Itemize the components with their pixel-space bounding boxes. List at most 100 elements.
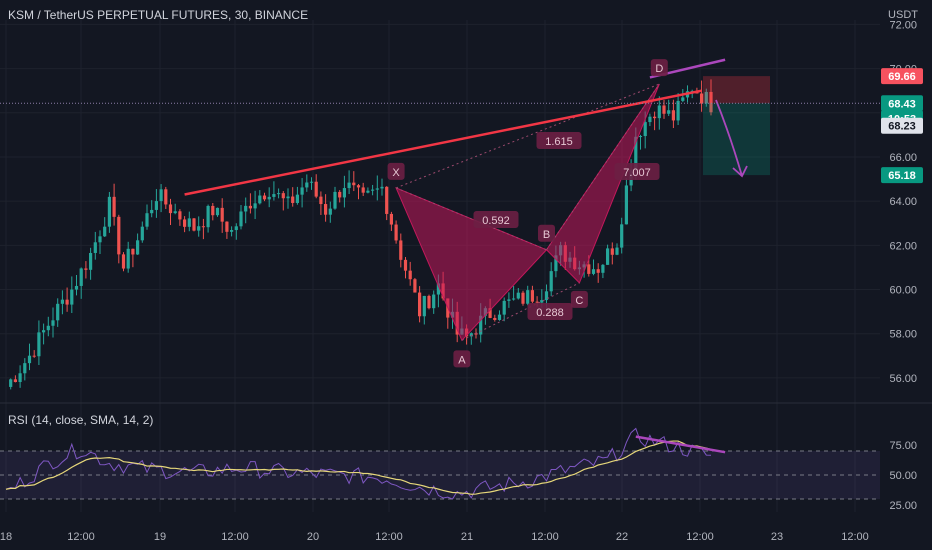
candle-body — [512, 298, 516, 300]
candle-body — [65, 299, 69, 305]
candle-body — [324, 204, 328, 215]
candle-body — [42, 330, 46, 333]
pattern-ratio-line — [461, 282, 580, 341]
x-tick-label: 20 — [307, 531, 319, 543]
ratio-label-bcd: 7.007 — [623, 167, 651, 179]
candle-body — [215, 207, 220, 216]
candle-body — [168, 204, 173, 214]
candle-body — [413, 279, 417, 293]
candle-body — [653, 116, 657, 119]
candle-body — [408, 270, 412, 280]
point-label-a: A — [458, 354, 466, 366]
y-tick-label: 72.00 — [889, 19, 917, 31]
point-label-x: X — [392, 167, 400, 179]
point-label-b-bg — [538, 224, 555, 242]
candle-body — [277, 193, 281, 195]
ratio-label-xab: 0.592 — [482, 215, 510, 227]
x-tick-label: 12:00 — [686, 531, 714, 543]
rsi-tick-label: 75.00 — [889, 440, 917, 452]
candle-body — [51, 320, 55, 326]
point-label-x-bg — [387, 162, 405, 180]
candle-body — [601, 264, 605, 273]
candle-body — [521, 292, 525, 304]
candle-body — [535, 301, 539, 303]
ratio-label-xab-bg — [473, 211, 519, 228]
candle-body — [309, 181, 314, 183]
x-tick-label: 12:00 — [375, 531, 403, 543]
candle-body — [488, 308, 492, 318]
candle-body — [258, 195, 262, 204]
candle-body — [681, 97, 685, 101]
pattern-ratio-line — [395, 83, 660, 189]
y-tick-label: 58.00 — [889, 329, 917, 341]
candle-body — [530, 290, 534, 302]
candle-body — [497, 314, 502, 320]
price-badge-top-bg — [881, 68, 923, 85]
candle-body — [70, 289, 74, 305]
rsi-title: RSI (14, close, SMA, 14, 2) — [8, 413, 154, 427]
candle-body — [389, 213, 393, 225]
candle-body — [140, 226, 144, 241]
x-tick-label: 12:00 — [841, 531, 869, 543]
candle-body — [540, 300, 544, 303]
candle-body — [272, 194, 276, 197]
point-label-d-bg — [650, 59, 668, 77]
rsi-line — [5, 427, 712, 500]
price-badge-last-bg — [881, 95, 923, 112]
x-tick-label: 22 — [616, 531, 628, 543]
candle-body — [662, 105, 666, 114]
point-label-d: D — [655, 63, 663, 75]
candle-body — [342, 188, 346, 198]
candle-body — [253, 203, 257, 209]
rsi-ma-line — [5, 440, 712, 495]
pattern-ratio-line — [395, 187, 547, 251]
candle-body — [544, 291, 549, 301]
point-label-c-bg — [570, 290, 588, 308]
projected-arrow — [715, 99, 748, 178]
candle-body — [37, 332, 41, 357]
price-badge-bottom: 65.18 — [888, 170, 916, 182]
candle-body — [187, 218, 191, 227]
candle-body — [244, 205, 248, 212]
candle-body — [9, 379, 13, 387]
candle-body — [418, 292, 422, 317]
candle-body — [638, 136, 643, 138]
ratio-label-abc: 0.288 — [536, 307, 564, 319]
chart-title: KSM / TetherUS PERPETUAL FUTURES, 30, BI… — [8, 8, 309, 22]
y-tick-label: 56.00 — [889, 373, 917, 385]
y-tick-label: 64.00 — [889, 196, 917, 208]
candle-body — [507, 299, 511, 301]
candle-body — [606, 248, 610, 265]
candle-body — [93, 242, 97, 253]
candle-body — [587, 264, 591, 274]
candle-body — [300, 187, 304, 195]
candle-body — [103, 226, 107, 237]
candle-body — [333, 191, 337, 209]
candle-body — [432, 294, 436, 309]
candle-body — [281, 193, 285, 199]
candle-body — [131, 248, 135, 255]
candle-body — [422, 295, 426, 317]
x-tick-label: 18 — [0, 531, 12, 543]
pattern-xab — [395, 186, 548, 342]
candle-body — [380, 186, 384, 189]
candle-body — [56, 303, 60, 321]
candle-body — [493, 317, 497, 320]
x-tick-label: 19 — [154, 531, 166, 543]
stop-zone — [703, 76, 770, 104]
candle-body — [89, 252, 93, 270]
candle-body — [643, 122, 647, 137]
candle-body — [112, 196, 116, 217]
candle-body — [610, 248, 614, 255]
candle-body — [624, 185, 628, 225]
candle-body — [13, 379, 17, 383]
candle-body — [248, 205, 252, 209]
currency-label: USDT — [888, 9, 918, 21]
candle-body — [648, 116, 652, 123]
candle-body — [361, 187, 365, 193]
candle-body — [197, 226, 201, 231]
candle-body — [338, 191, 342, 198]
x-tick-label: 12:00 — [531, 531, 559, 543]
price-badge-mid: 68.23 — [888, 121, 916, 133]
